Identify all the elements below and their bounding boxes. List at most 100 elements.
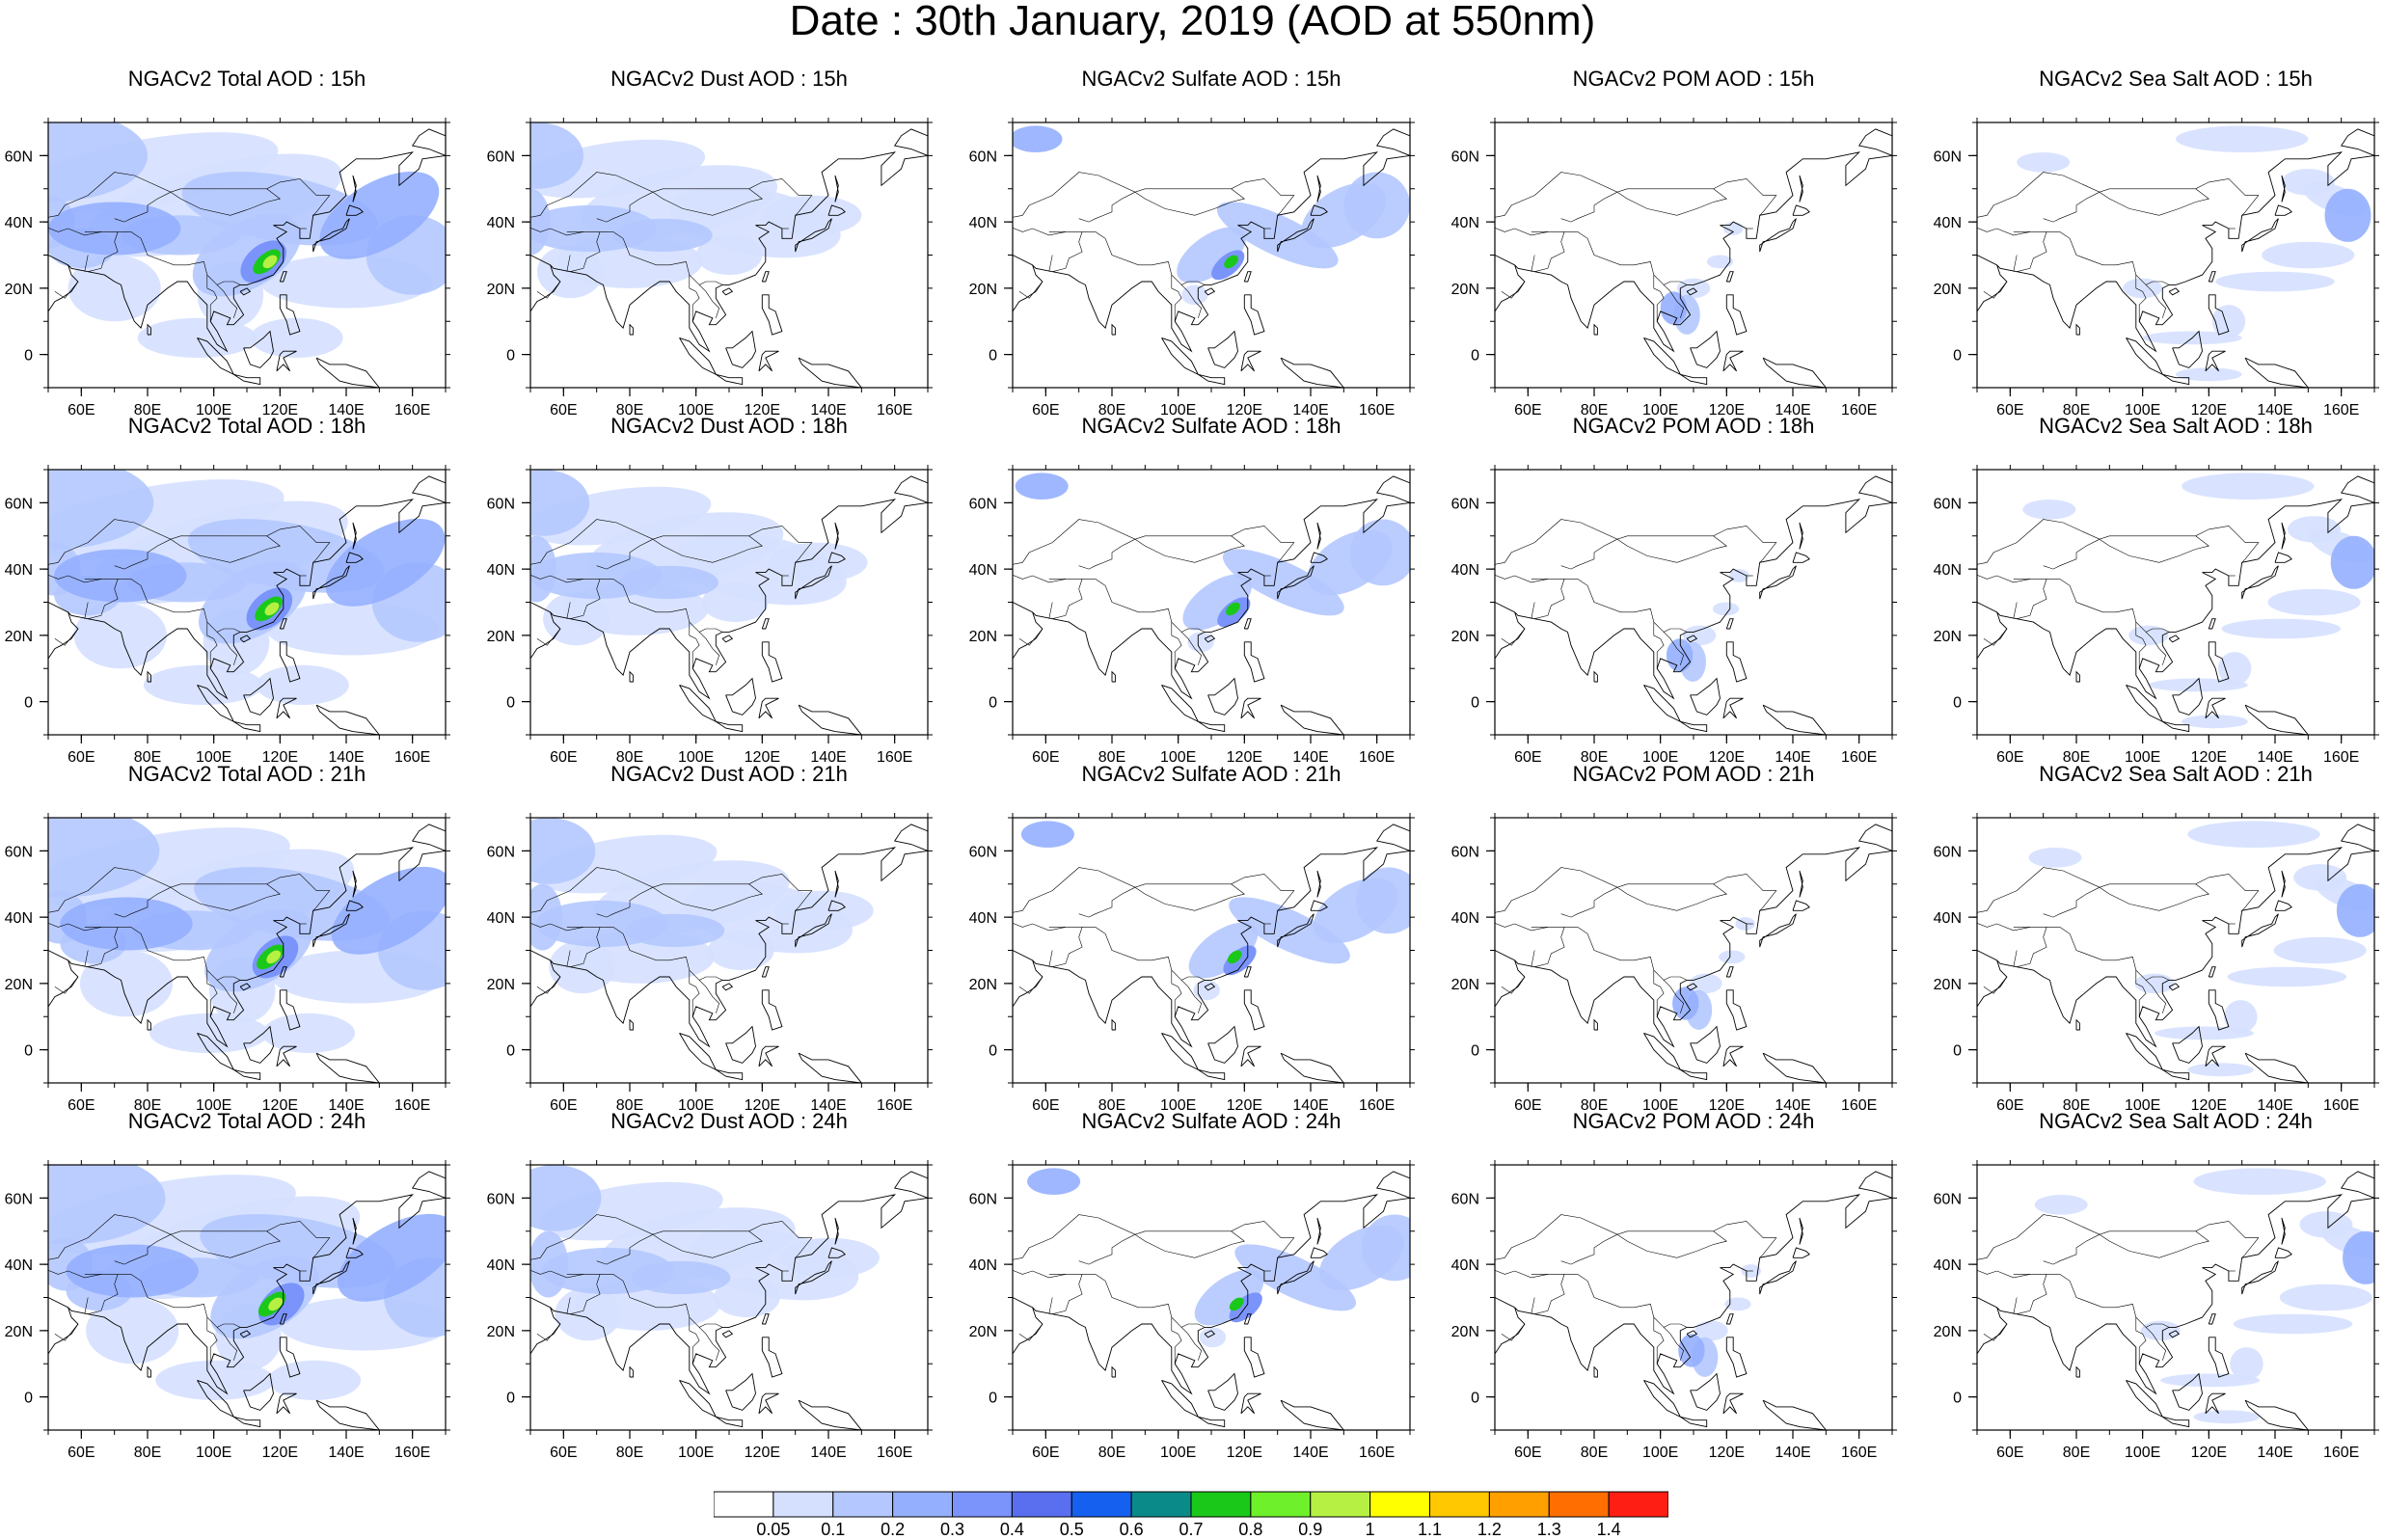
coastline	[1680, 720, 1708, 733]
country-border	[1983, 1323, 2008, 1341]
country-border	[1560, 886, 1618, 918]
lon-tick-label: 60E	[68, 1445, 95, 1461]
lon-tick-label: 140E	[328, 749, 364, 766]
country-border	[1534, 231, 1565, 272]
coastline	[1240, 1392, 1261, 1415]
coastline	[411, 1171, 446, 1199]
aod-plume	[2281, 169, 2335, 196]
lon-tick-label: 60E	[68, 1097, 95, 1114]
coastline	[1495, 1165, 1892, 1395]
country-border	[88, 579, 119, 619]
coastline	[716, 373, 744, 386]
lat-tick-label: 60N	[1451, 496, 1479, 512]
lat-tick-label: 40N	[1934, 910, 1962, 927]
coastline	[1799, 522, 1803, 550]
lat-tick-label: 0	[506, 1391, 515, 1407]
lon-tick-label: 140E	[328, 402, 364, 419]
aod-plume	[2017, 152, 2071, 173]
lon-tick-label: 60E	[1032, 749, 1059, 766]
aod-plume	[530, 122, 583, 189]
coastline	[1280, 704, 1344, 735]
lat-tick-label: 0	[1471, 1391, 1479, 1407]
country-border	[2043, 1233, 2100, 1265]
lat-tick-label: 40N	[487, 910, 515, 927]
coastline	[2205, 697, 2226, 719]
country-border	[1495, 575, 1515, 580]
coastline	[2274, 552, 2292, 563]
map-plot: 60E 80E 100E 120E 140E 160E 0 20N 40N 60N	[487, 1160, 933, 1461]
coastline	[239, 287, 252, 296]
lon-tick-label: 140E	[810, 402, 846, 419]
lat-tick-label: 20N	[5, 629, 33, 645]
country-border	[1078, 886, 1136, 918]
coastline	[1207, 330, 1238, 368]
country-border	[652, 535, 763, 563]
lat-tick-label: 40N	[969, 215, 997, 231]
lon-tick-label: 160E	[877, 1445, 912, 1461]
country-border	[530, 172, 813, 218]
panel-title: NGACv2 Sulfate AOD : 18h	[1081, 414, 1342, 438]
coastline	[530, 122, 928, 353]
coastline	[721, 983, 734, 991]
lon-tick-label: 60E	[1514, 1445, 1541, 1461]
coastline	[761, 641, 783, 683]
lon-tick-label: 120E	[1709, 749, 1745, 766]
coastline	[1013, 122, 1410, 353]
colorbar-label: 0.7	[1179, 1520, 1204, 1539]
country-border	[698, 980, 720, 1013]
country-border	[2099, 1230, 2209, 1258]
map-plot: 60E 80E 100E 120E 140E 160E 0 20N 40N 60N	[1451, 1160, 1897, 1461]
coastline	[1240, 350, 1261, 372]
country-border	[1013, 519, 1295, 565]
lon-tick-label: 60E	[1032, 1445, 1059, 1461]
coastline	[758, 350, 779, 372]
country-border	[1171, 622, 1182, 669]
lat-tick-label: 60N	[1934, 1191, 1962, 1207]
country-border	[550, 923, 583, 932]
aod-plume	[1694, 1320, 1728, 1341]
country-border	[68, 923, 101, 932]
lon-tick-label: 60E	[550, 1445, 577, 1461]
coastline	[798, 704, 862, 735]
aod-plume	[264, 602, 280, 616]
aod-plume	[48, 818, 160, 898]
coastline	[1013, 818, 1410, 1048]
aod-plume	[2279, 1283, 2372, 1311]
aod-plume	[2324, 188, 2371, 242]
country-border	[536, 976, 561, 994]
country-border	[2017, 1274, 2047, 1314]
lon-tick-label: 140E	[328, 1097, 364, 1114]
panel-title: NGACv2 Sea Salt AOD : 24h	[2039, 1109, 2313, 1133]
country-border	[1495, 172, 1777, 218]
map-panel-dust-21h: NGACv2 Dust AOD : 21h 60E 80E 100E 120E 140E 1…	[487, 762, 933, 1114]
coastline	[243, 330, 274, 368]
coastline	[1240, 1045, 1261, 1067]
lon-tick-label: 140E	[1775, 749, 1810, 766]
aod-plume	[543, 592, 610, 646]
lon-tick-label: 160E	[2323, 1445, 2359, 1461]
lat-tick-label: 60N	[1451, 844, 1479, 860]
country-border	[2013, 255, 2018, 272]
colorbar-box	[1310, 1491, 1371, 1518]
aod-plume	[530, 883, 562, 951]
coastline	[276, 1045, 297, 1067]
coastline	[147, 1365, 151, 1378]
coastline	[1316, 522, 1321, 550]
coastline	[243, 1372, 274, 1411]
country-border	[1977, 1270, 1997, 1275]
country-border	[1018, 1323, 1043, 1341]
lat-tick-label: 60N	[1934, 149, 1962, 165]
country-border	[54, 976, 79, 994]
lon-tick-label: 120E	[1227, 1097, 1262, 1114]
lat-tick-label: 20N	[1934, 282, 1962, 298]
country-border	[216, 980, 238, 1013]
colorbar-label: 0.9	[1298, 1520, 1323, 1539]
panel-title: NGACv2 POM AOD : 15h	[1572, 67, 1815, 91]
coastline	[827, 552, 846, 563]
map-plot: 60E 80E 100E 120E 140E 160E 0 20N 40N 60N	[5, 465, 450, 766]
country-border	[114, 191, 172, 223]
aod-plume	[48, 122, 148, 203]
coastline	[2075, 1018, 2080, 1031]
map-panel-pom-18h: NGACv2 POM AOD : 18h 60E 80E 100E 120E 140E 16…	[1451, 414, 1897, 766]
coastline	[243, 677, 274, 716]
